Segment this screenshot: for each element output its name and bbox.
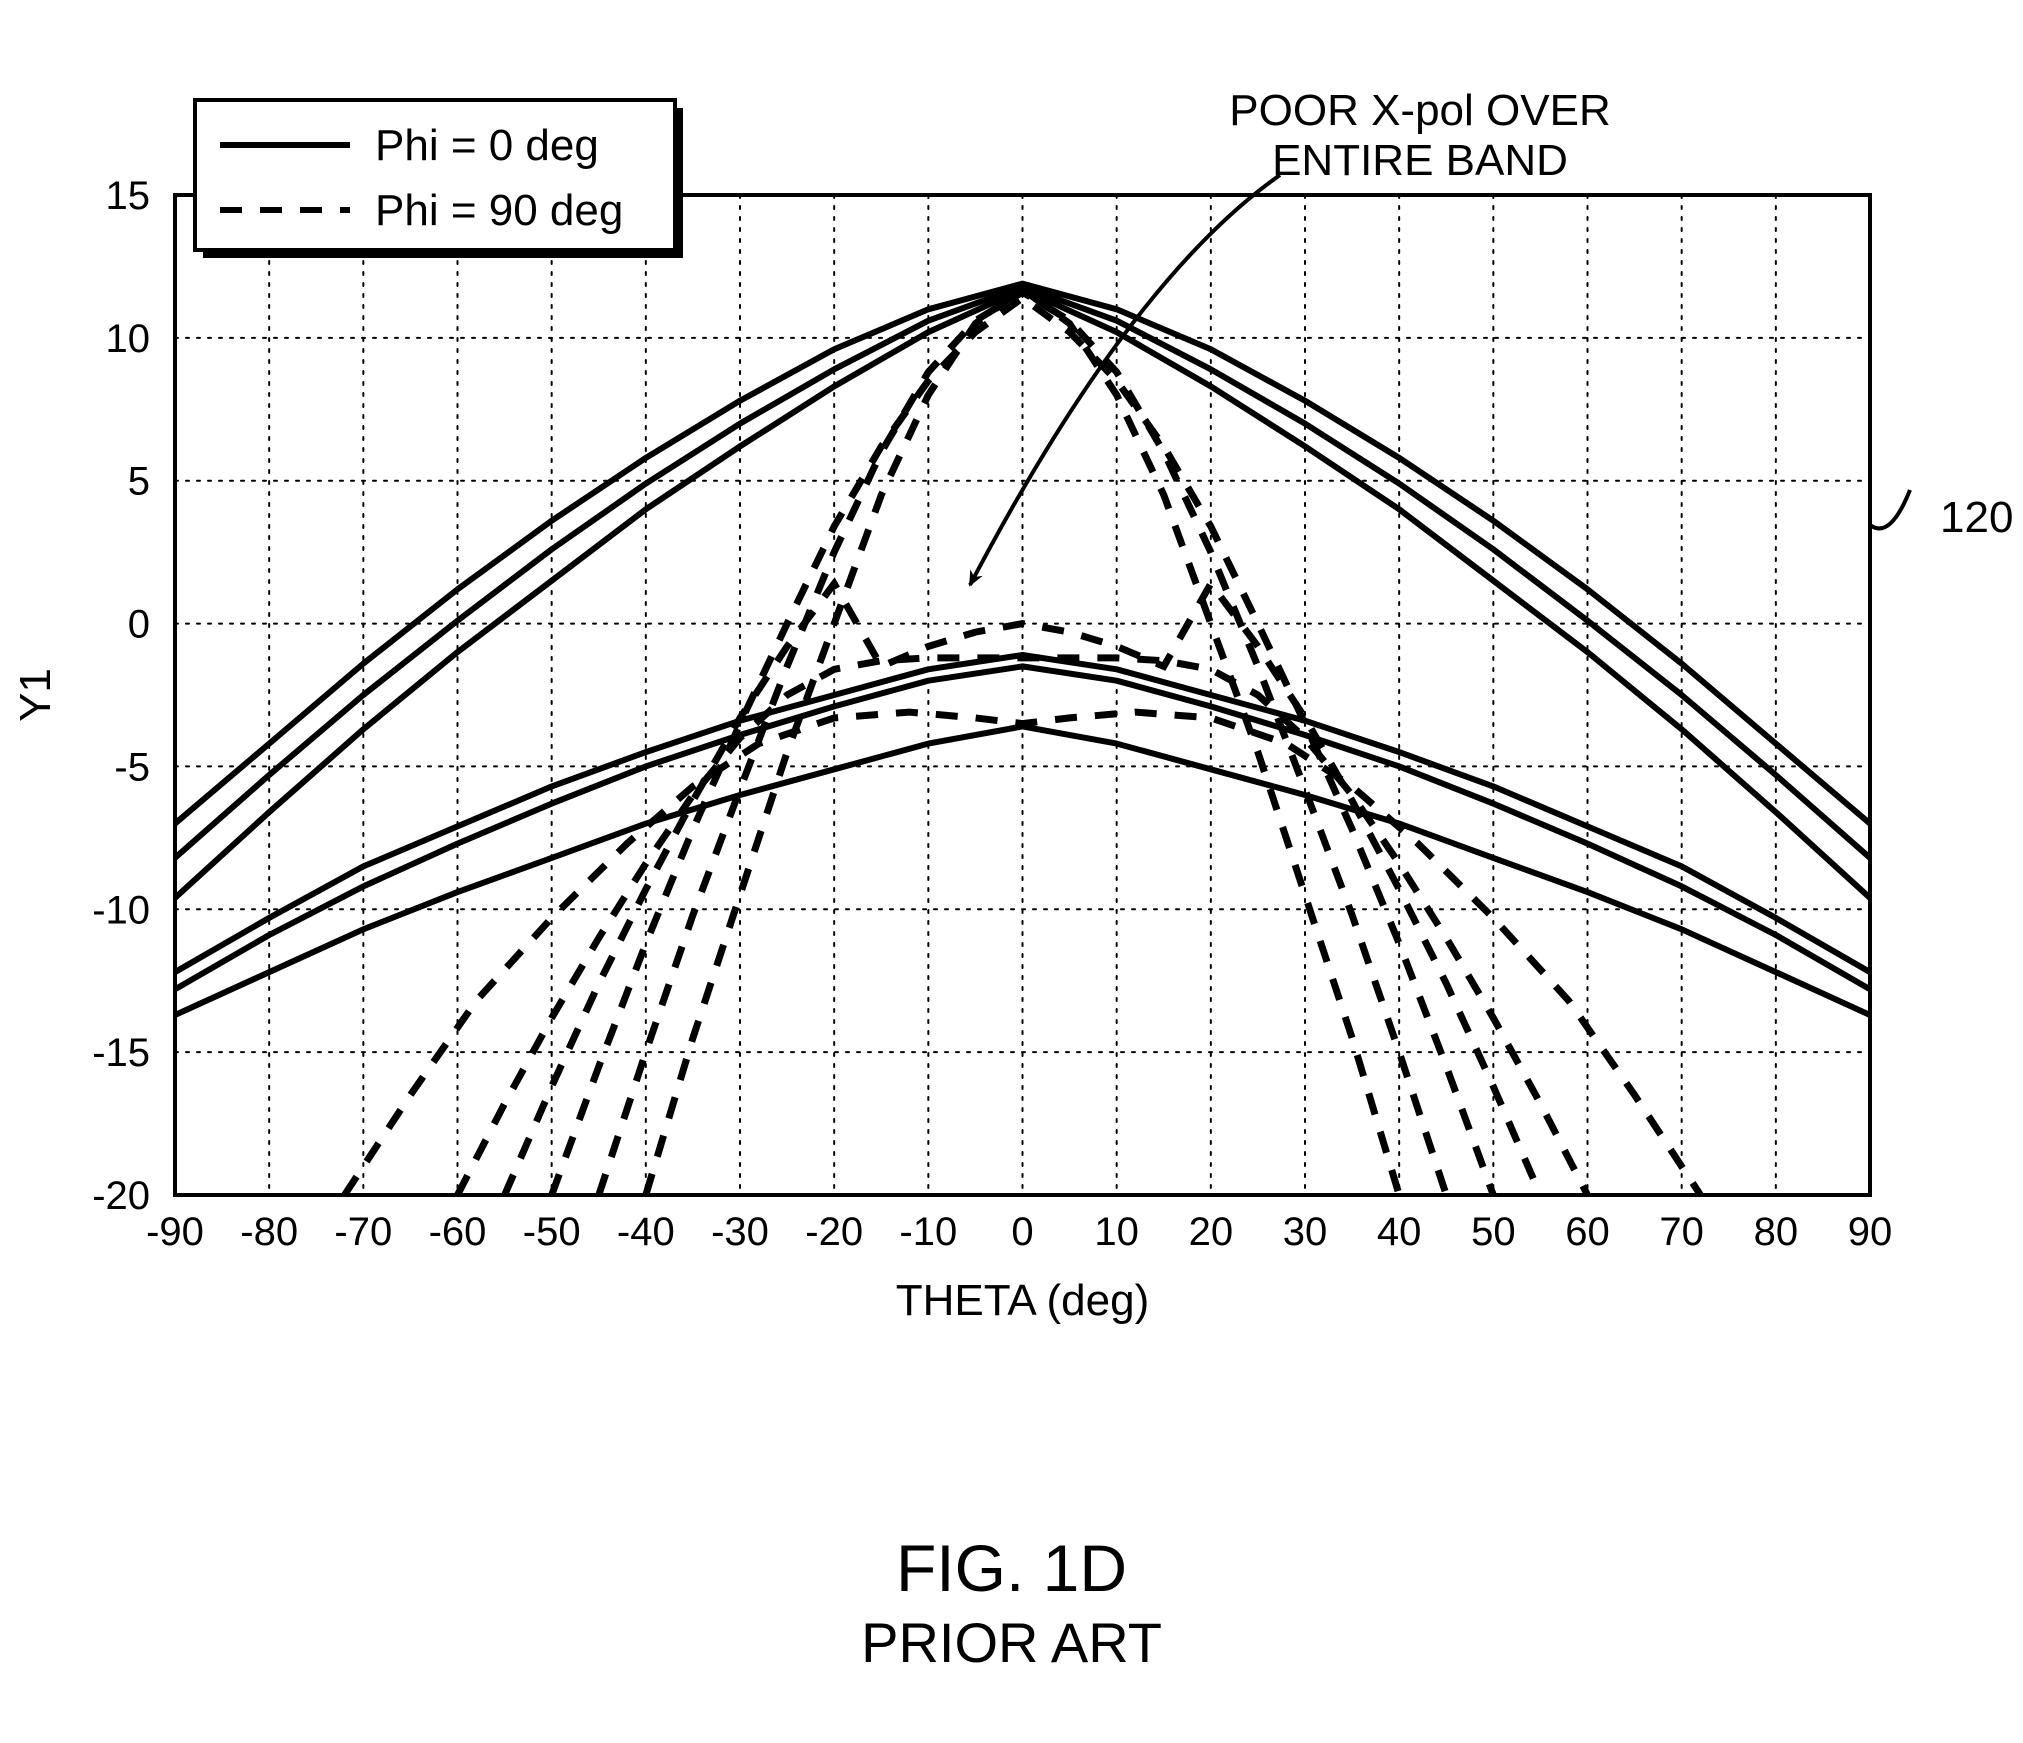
svg-text:50: 50	[1471, 1210, 1516, 1254]
radiation-pattern-chart: -90-80-70-60-50-40-30-20-100102030405060…	[0, 0, 2023, 1500]
svg-text:10: 10	[106, 317, 151, 361]
svg-text:5: 5	[128, 460, 150, 504]
svg-text:Phi = 90 deg: Phi = 90 deg	[375, 186, 623, 235]
svg-text:-90: -90	[146, 1210, 204, 1254]
caption-text-1: FIG. 1D	[896, 1531, 1127, 1605]
svg-text:-50: -50	[523, 1210, 581, 1254]
figure-caption-2: PRIOR ART	[0, 1610, 2023, 1675]
svg-text:0: 0	[128, 603, 150, 647]
svg-text:120: 120	[1940, 493, 2013, 542]
svg-text:-15: -15	[92, 1031, 150, 1075]
svg-text:-70: -70	[334, 1210, 392, 1254]
svg-text:70: 70	[1659, 1210, 1704, 1254]
svg-text:ENTIRE BAND: ENTIRE BAND	[1272, 136, 1568, 185]
svg-text:20: 20	[1189, 1210, 1234, 1254]
svg-text:10: 10	[1094, 1210, 1139, 1254]
svg-text:-30: -30	[711, 1210, 769, 1254]
svg-text:30: 30	[1283, 1210, 1328, 1254]
svg-text:-60: -60	[429, 1210, 487, 1254]
svg-text:Y1: Y1	[11, 668, 60, 722]
svg-text:-10: -10	[92, 888, 150, 932]
svg-text:0: 0	[1011, 1210, 1033, 1254]
svg-text:-40: -40	[617, 1210, 675, 1254]
svg-text:THETA (deg): THETA (deg)	[896, 1276, 1149, 1325]
svg-text:60: 60	[1565, 1210, 1610, 1254]
figure-caption-1: FIG. 1D	[0, 1530, 2023, 1606]
svg-text:15: 15	[106, 174, 151, 218]
caption-text-2: PRIOR ART	[861, 1611, 1162, 1674]
svg-text:-5: -5	[114, 745, 150, 789]
svg-text:-80: -80	[240, 1210, 298, 1254]
svg-text:-10: -10	[899, 1210, 957, 1254]
svg-text:-20: -20	[805, 1210, 863, 1254]
svg-text:-20: -20	[92, 1174, 150, 1218]
svg-text:Phi = 0 deg: Phi = 0 deg	[375, 121, 599, 170]
svg-text:90: 90	[1848, 1210, 1893, 1254]
svg-text:80: 80	[1754, 1210, 1799, 1254]
figure-container: -90-80-70-60-50-40-30-20-100102030405060…	[0, 0, 2023, 1743]
svg-text:POOR X-pol OVER: POOR X-pol OVER	[1229, 86, 1610, 135]
svg-text:40: 40	[1377, 1210, 1422, 1254]
